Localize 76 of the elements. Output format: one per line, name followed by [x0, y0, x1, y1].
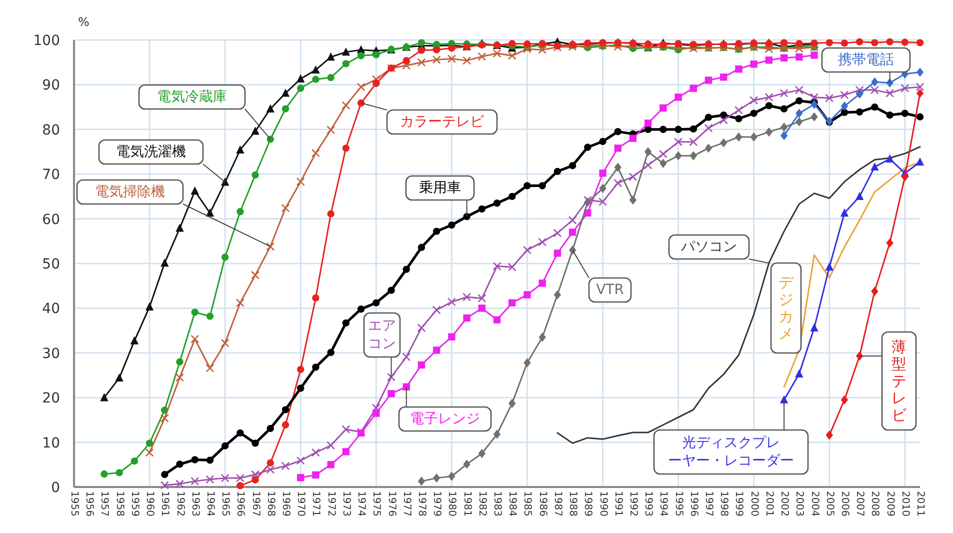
x-tick-label: 1990 [597, 491, 608, 516]
series-label: 乗用車 [419, 180, 461, 196]
x-tick-label: 1983 [492, 491, 502, 516]
x-tick-label: 1965 [220, 491, 231, 516]
x-tick-label: 2004 [808, 491, 820, 516]
y-tick-label: 70 [42, 167, 60, 184]
x-tick-label: 1976 [386, 491, 397, 516]
x-tick-label: 1987 [552, 491, 563, 516]
x-tick-label: 1988 [567, 491, 578, 516]
x-tick-label: 2006 [838, 491, 850, 516]
x-tick-label: 2002 [778, 491, 790, 516]
x-tick-label: 1959 [128, 491, 140, 516]
x-tick-label: 1982 [476, 491, 488, 516]
series-label: 薄型テレビ [892, 338, 908, 424]
x-tick-label: 1981 [461, 491, 472, 516]
x-tick-label: 1991 [612, 491, 624, 516]
x-tick-label: 2008 [869, 491, 880, 516]
x-tick-label: 1963 [189, 491, 200, 516]
x-tick-label: 1975 [370, 491, 382, 516]
x-tick-label: 1960 [144, 491, 156, 516]
x-tick-label: 1955 [68, 491, 80, 516]
x-tick-label: 1973 [340, 491, 352, 516]
x-tick-label: 1996 [688, 491, 699, 516]
series-label: エアコン [368, 318, 396, 352]
x-tick-label: 1971 [310, 491, 322, 516]
y-tick-label: 100 [33, 33, 60, 49]
series-label: デジカメ [778, 274, 794, 342]
x-tick-label: 1989 [582, 491, 594, 516]
y-tick-label: 50 [42, 256, 60, 272]
x-tick-label: 1995 [672, 491, 684, 516]
x-tick-label: 2007 [854, 491, 866, 516]
x-tick-label: 1980 [446, 491, 458, 516]
x-tick-label: 1986 [536, 491, 548, 516]
x-tick-label: 1974 [356, 491, 367, 516]
y-tick-label: 60 [42, 212, 60, 228]
x-tick-label: 1978 [416, 491, 427, 516]
x-tick-label: 1968 [264, 491, 276, 516]
x-tick-label: 1979 [431, 491, 442, 516]
series-label: 電気洗濯機 [116, 144, 186, 160]
series-label: 電子レンジ [410, 411, 480, 427]
y-tick-label: 40 [42, 301, 60, 318]
y-tick-label: 10 [42, 435, 60, 452]
x-tick-label: 1964 [204, 491, 216, 516]
x-tick-label: 1977 [400, 491, 412, 516]
x-tick-label: 1962 [174, 491, 186, 516]
x-tick-label: 1957 [98, 491, 110, 516]
y-tick-label: 90 [42, 78, 60, 94]
x-tick-label: 1984 [506, 491, 518, 516]
x-tick-label: 1998 [718, 491, 730, 516]
x-tick-label: 2009 [884, 491, 896, 516]
x-tick-label: 1992 [627, 491, 638, 516]
x-tick-label: 2000 [748, 491, 760, 516]
x-tick-label: 1972 [325, 491, 336, 516]
x-tick-label: 1956 [84, 491, 95, 516]
x-tick-label: 2010 [899, 491, 910, 516]
x-tick-label: 1961 [159, 491, 170, 516]
x-tick-label: 2005 [824, 491, 835, 516]
y-tick-label: 30 [42, 346, 60, 362]
x-tick-label: 1985 [522, 491, 533, 516]
y-tick-label: 80 [42, 122, 60, 138]
x-tick-label: 1966 [234, 491, 246, 516]
x-tick-label: 1994 [658, 491, 669, 516]
y-tick-label: 20 [42, 390, 60, 407]
x-tick-label: 1999 [733, 491, 744, 516]
x-tick-label: 1997 [703, 491, 714, 516]
y-tick-label: 0 [51, 480, 60, 496]
y-axis-title: % [78, 15, 90, 29]
x-tick-label: 2003 [794, 491, 805, 516]
x-tick-label: 2011 [914, 491, 926, 516]
x-tick-label: 1993 [642, 491, 654, 516]
x-tick-label: 1969 [280, 491, 291, 516]
x-tick-label: 2001 [763, 491, 774, 516]
x-tick-label: 1958 [114, 491, 125, 516]
x-tick-label: 1967 [250, 491, 261, 516]
series-label: 携帯電話 [838, 52, 894, 68]
x-tick-label: 1970 [295, 491, 306, 516]
